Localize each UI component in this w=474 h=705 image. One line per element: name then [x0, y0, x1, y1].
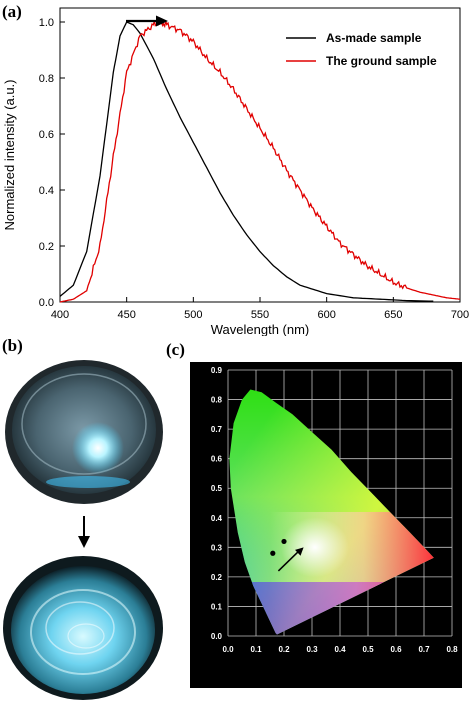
y-tick-label: 0.6 [211, 455, 223, 464]
x-tick-label: 550 [251, 309, 269, 321]
y-tick-label: 0.4 [211, 514, 223, 523]
panel-c-label: (c) [166, 340, 185, 359]
x-tick-label: 0.1 [250, 645, 262, 654]
y-tick-label: 0.7 [211, 425, 223, 434]
x-tick-label: 0.5 [362, 645, 374, 654]
chromaticity-point-1 [270, 550, 276, 556]
panel-a-label: (a) [2, 2, 22, 21]
panel-b-label: (b) [2, 336, 23, 355]
y-tick-label: 0.4 [39, 185, 54, 197]
y-tick-label: 0.0 [39, 297, 54, 309]
cie-chromaticity-diagram: 0.0 0.1 0.2 0.3 0.4 0.5 0.6 0.7 0.8 0.0 0.1 0.2 0.3 0… [190, 362, 462, 688]
transition-arrow-icon [78, 516, 90, 548]
y-tick-label: 1.0 [39, 17, 54, 29]
y-axis-label: Normalized intensity (a.u.) [2, 80, 17, 231]
y-tick-label: 0.1 [211, 602, 223, 611]
series-line-as-made [59, 21, 434, 302]
x-tick-label: 400 [51, 309, 69, 321]
chromaticity-point-2 [281, 538, 287, 545]
y-tick-label: 0.6 [39, 129, 54, 141]
x-tick-label: 500 [184, 309, 202, 321]
shift-arrow-icon [277, 547, 304, 572]
x-tick-label: 0.3 [306, 645, 318, 654]
y-tick-label: 0.8 [39, 73, 54, 85]
y-tick-label: 0.9 [211, 366, 223, 375]
emission-spectra-chart: 400 450 500 550 600 650 7000.00.20.40.60.81.0 … [2, 7, 469, 336]
legend-label-ground: The ground sample [326, 54, 437, 68]
chromaticity-points [270, 538, 287, 556]
legend: As-made sample The ground sample [286, 31, 437, 68]
x-tick-label: 0.6 [390, 645, 402, 654]
plot-frame [59, 7, 461, 303]
x-tick-label: 600 [317, 309, 335, 321]
y-tick-label: 0.5 [211, 484, 223, 493]
ground-sample-photo [2, 554, 164, 702]
y-tick-label: 0.0 [211, 632, 223, 641]
x-tick-label: 0.4 [334, 645, 346, 654]
y-tick-label: 0.8 [211, 396, 223, 405]
series-lines [59, 18, 461, 303]
x-tick-label: 700 [451, 309, 469, 321]
x-tick-label: 0.8 [446, 645, 458, 654]
x-tick-label: 0.0 [222, 645, 234, 654]
series-line-ground [59, 18, 461, 303]
legend-label-as-made: As-made sample [326, 31, 422, 45]
y-tick-label: 0.2 [39, 241, 54, 253]
axis-tick-labels: 0.0 0.1 0.2 0.3 0.4 0.5 0.6 0.7 0.8 0.0 0.1 0.2 0.3 0… [211, 366, 458, 654]
x-tick-label: 0.2 [278, 645, 290, 654]
x-axis-label: Wavelength (nm) [211, 322, 310, 336]
shift-arrow-icon [126, 15, 168, 27]
y-tick-label: 0.3 [211, 543, 223, 552]
axis-ticks: 400 450 500 550 600 650 700 0.0 0.2 0.4 0.6 0.8 1.0 [39, 17, 469, 321]
y-tick-label: 0.2 [211, 573, 223, 582]
x-tick-label: 450 [117, 309, 135, 321]
as-made-sample-photo [4, 358, 164, 506]
x-tick-label: 0.7 [418, 645, 430, 654]
x-tick-label: 650 [384, 309, 402, 321]
